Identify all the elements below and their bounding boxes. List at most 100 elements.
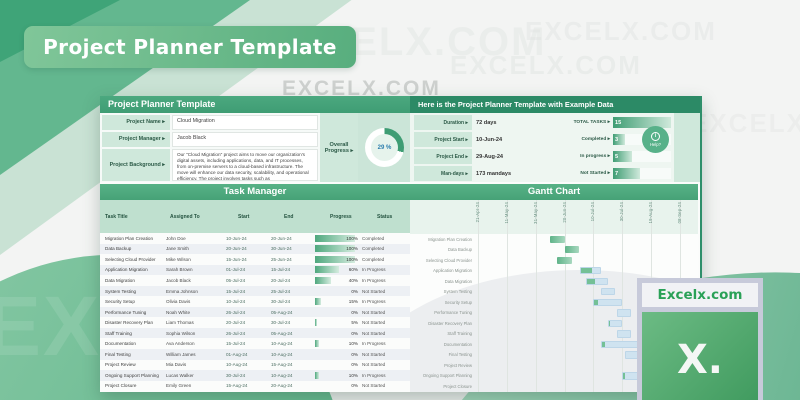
cell-progress: 0% — [314, 286, 360, 297]
cell-status: Completed — [362, 256, 385, 262]
stat-label: Project Start ▸ — [414, 132, 472, 147]
task-stat-bar-fill: 3 — [613, 134, 625, 145]
cell-assigned-to: Ava Anderson — [166, 341, 195, 347]
gantt-bar — [580, 267, 601, 275]
gantt-task-label: Performance Tuning — [434, 310, 472, 316]
stat-label: Duration ▸ — [414, 115, 472, 130]
table-row[interactable]: Security Setup Olivia Davis 10-Jul-24 30-Ju… — [100, 296, 410, 307]
progress-bar — [315, 266, 355, 274]
table-row[interactable]: Ongoing Support Planning Lucas Walker 30-J… — [100, 370, 410, 381]
progress-percent: 15% — [348, 299, 358, 305]
field-label: Project Background ▸ — [102, 148, 170, 181]
table-row[interactable]: Data Backup Jane Smith 20-Jun-24 30-Jun-24 1… — [100, 243, 410, 255]
gantt-bar-progress — [594, 299, 599, 305]
cell-assigned-to: Liam Thomas — [166, 320, 194, 326]
gantt-date-band — [410, 200, 698, 234]
task-stat-bar: 15 — [613, 117, 671, 128]
cell-end-date: 25-Jun-24 — [271, 256, 292, 262]
cell-progress: 5% — [314, 317, 360, 328]
gantt-task-label: Project Closure — [443, 384, 472, 390]
gantt-bar — [622, 372, 639, 380]
watermark-text: EXCELX.COM — [450, 50, 642, 80]
gantt-gridline — [622, 200, 624, 392]
cell-start-date: 15-Jul-24 — [226, 341, 246, 347]
progress-percent: 0% — [351, 351, 358, 357]
gantt-bar — [557, 256, 572, 264]
table-row[interactable]: Application Migration Sarah Brown 01-Jul-2… — [100, 264, 410, 276]
progress-bar — [315, 309, 355, 316]
progress-bar — [315, 330, 355, 337]
table-row[interactable]: Project Review Mia Davis 10-Aug-24 15-Aug-2… — [100, 360, 410, 371]
gantt-task-label: Staff Training — [447, 331, 472, 337]
table-row[interactable]: Project Closure Emily Green 15-Aug-24 20-Au… — [100, 381, 410, 392]
cell-assigned-to: Emma Johnson — [166, 288, 198, 294]
overall-progress-cell: 29 % — [358, 113, 410, 182]
gantt-title-bar: Gantt Chart — [410, 184, 698, 200]
gantt-task-label: Documentation — [443, 341, 472, 347]
field-value[interactable]: Our "Cloud Migration" project aims to mo… — [172, 148, 318, 181]
cell-task-title: System Testing — [105, 288, 137, 294]
cell-start-date: 26-Jul-24 — [226, 330, 246, 336]
cell-start-date: 26-Jul-24 — [226, 309, 246, 315]
cell-assigned-to: Sarah Brown — [166, 267, 193, 273]
cell-start-date: 05-Jul-24 — [226, 277, 246, 283]
progress-bar — [315, 351, 355, 358]
gantt-axis-label: 21-Apr-24 — [475, 202, 480, 223]
gantt-bar — [600, 340, 639, 349]
gantt-task-label: Data Backup — [448, 247, 472, 253]
table-row[interactable]: Disaster Recovery Plan Liam Thomas 20-Jul-… — [100, 317, 410, 328]
cell-task-title: Selecting Cloud Provider — [105, 256, 156, 262]
table-row[interactable]: Migration Plan Creation John Doe 10-Jun-24… — [100, 233, 410, 244]
gantt-task-label: Security Setup — [444, 299, 472, 305]
watermark-text: EXCELX.COM — [525, 16, 717, 46]
gantt-task-label: Disaster Recovery Plan — [428, 320, 472, 326]
progress-bar — [315, 255, 355, 263]
task-stat-bar-fill: 5 — [613, 151, 633, 162]
cell-status: Not Started — [362, 351, 386, 357]
table-row[interactable]: Performance Tuning Noah White 26-Jul-24 05-… — [100, 306, 410, 318]
cell-start-date: 15-Jul-24 — [226, 288, 246, 294]
cell-status: Not Started — [362, 362, 386, 368]
gantt-task-label: System Testing — [443, 289, 472, 295]
gantt-bar-progress — [587, 278, 596, 284]
table-row[interactable]: Staff Training Sophia Wilson 26-Jul-24 05-A… — [100, 327, 410, 339]
help-button[interactable]: i Help? — [642, 126, 669, 153]
cell-end-date: 25-Jul-24 — [271, 288, 291, 294]
progress-percent: 0% — [351, 330, 358, 336]
progress-bar-fill — [315, 255, 355, 263]
cell-progress: 10% — [314, 370, 360, 381]
table-row[interactable]: System Testing Emma Johnson 15-Jul-24 25-Ju… — [100, 285, 410, 297]
progress-bar — [315, 371, 355, 379]
cell-start-date: 30-Jul-24 — [226, 372, 246, 378]
progress-percent: 0% — [351, 288, 358, 294]
stat-value: 72 days — [476, 119, 497, 126]
field-label: Project Name ▸ — [102, 114, 170, 130]
cell-status: Not Started — [362, 383, 386, 389]
table-row[interactable]: Documentation Ava Anderson 15-Jul-24 10-Aug… — [100, 339, 410, 350]
info-icon: i — [651, 132, 660, 141]
field-value[interactable]: Jacob Black — [172, 131, 318, 147]
progress-bar — [315, 288, 355, 295]
gantt-gridline — [478, 200, 479, 392]
task-table: Migration Plan Creation John Doe 10-Jun-24… — [100, 233, 410, 392]
cell-start-date: 20-Jul-24 — [226, 320, 246, 326]
progress-bar — [315, 276, 355, 284]
cell-progress: 40% — [314, 275, 360, 286]
title-banner: Project Planner Template — [24, 26, 356, 68]
table-row[interactable]: Data Migration Jacob Black 05-Jul-24 20-Jul… — [100, 275, 410, 286]
cell-end-date: 15-Jul-24 — [271, 267, 291, 273]
stat-value: 29-Aug-24 — [476, 153, 504, 160]
table-row[interactable]: Selecting Cloud Provider Mike Wilson 15-Ju… — [100, 254, 410, 265]
table-row[interactable]: Final Testing William James 01-Aug-24 10-Au… — [100, 349, 410, 360]
column-header-task-title: Task Title — [105, 214, 128, 220]
cell-task-title: Disaster Recovery Plan — [105, 320, 153, 326]
task-stat-bar: 5 — [613, 151, 671, 162]
progress-bar — [315, 382, 355, 389]
task-manager-title-bar: Task Manager — [100, 184, 410, 200]
stat-value: 10-Jun-24 — [476, 136, 503, 143]
field-value[interactable]: Cloud Migration — [172, 114, 318, 130]
gantt-axis-label: 10-Jul-24 — [590, 202, 596, 222]
progress-donut-value: 29 % — [371, 134, 398, 161]
column-header-end: End — [284, 214, 294, 220]
cell-assigned-to: John Doe — [166, 235, 186, 241]
